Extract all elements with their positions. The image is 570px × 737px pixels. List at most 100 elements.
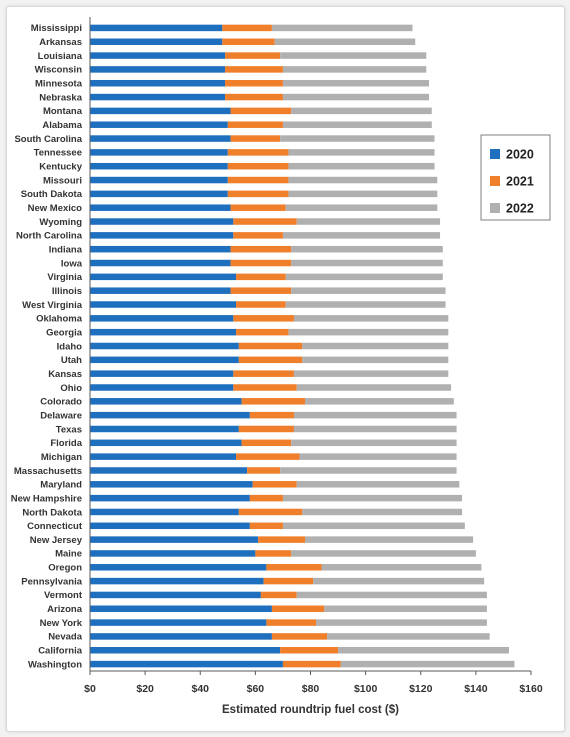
bar-washington-2020 <box>90 660 283 668</box>
category-label: North Dakota <box>22 507 82 518</box>
bar-ohio-2022 <box>296 384 452 391</box>
category-label: Arkansas <box>39 37 82 48</box>
bar-south-carolina-2020 <box>90 135 231 142</box>
bar-minnesota-2022 <box>282 79 430 87</box>
bar-mississippi-2020 <box>90 24 223 32</box>
bar-florida-2020 <box>90 439 242 447</box>
bar-tennessee-2021 <box>227 149 289 156</box>
bar-oklahoma-2020 <box>90 315 234 322</box>
category-label: West Virginia <box>22 300 83 311</box>
legend-swatch-2020 <box>490 149 500 159</box>
bar-montana-2022 <box>291 107 432 115</box>
bar-colorado-2020 <box>90 398 242 405</box>
legend-swatch-2021 <box>490 176 500 186</box>
bar-washington-2021 <box>282 660 341 668</box>
bar-missouri-2021 <box>227 176 289 184</box>
bar-iowa-2022 <box>291 259 443 267</box>
bar-arizona-2020 <box>90 605 272 613</box>
category-label: Tennessee <box>34 148 82 159</box>
bar-maine-2020 <box>90 550 256 557</box>
bar-new-jersey-2020 <box>90 536 259 543</box>
bar-south-dakota-2021 <box>227 190 289 198</box>
bar-west-virginia-2021 <box>236 301 286 308</box>
bar-kansas-2022 <box>293 370 449 377</box>
category-label: Oregon <box>48 563 82 574</box>
bar-pennsylvania-2022 <box>313 577 485 585</box>
bar-connecticut-2021 <box>249 522 283 530</box>
category-label: New Jersey <box>30 535 83 546</box>
category-label: Idaho <box>57 341 83 352</box>
bar-wisconsin-2020 <box>90 66 226 73</box>
category-label: New York <box>40 618 83 629</box>
category-label: South Carolina <box>14 134 82 145</box>
legend-swatch-2022 <box>490 203 500 213</box>
bar-iowa-2021 <box>230 259 292 267</box>
bar-alabama-2022 <box>282 121 432 128</box>
bar-connecticut-2022 <box>282 522 465 530</box>
bar-south-dakota-2020 <box>90 190 228 198</box>
bar-louisiana-2020 <box>90 52 226 59</box>
category-label: North Carolina <box>16 231 83 242</box>
bar-new-york-2022 <box>316 619 487 626</box>
legend-label: 2021 <box>506 175 534 189</box>
bar-oregon-2020 <box>90 564 267 571</box>
bar-new-jersey-2022 <box>304 536 474 543</box>
bar-minnesota-2020 <box>90 79 226 87</box>
x-tick-label: $40 <box>191 683 209 695</box>
x-tick-label: $60 <box>247 683 265 695</box>
bar-new-mexico-2020 <box>90 204 231 211</box>
category-label: Kansas <box>48 369 82 380</box>
legend-label: 2022 <box>506 202 534 216</box>
bar-south-carolina-2021 <box>230 135 281 142</box>
bar-alabama-2021 <box>227 121 283 128</box>
bar-oklahoma-2021 <box>233 315 294 322</box>
bar-louisiana-2022 <box>280 52 427 59</box>
bar-iowa-2020 <box>90 259 231 267</box>
bar-colorado-2022 <box>304 398 454 405</box>
category-label: Arizona <box>47 604 83 615</box>
bar-minnesota-2021 <box>225 79 283 87</box>
bar-north-carolina-2022 <box>282 232 441 239</box>
category-label: Wyoming <box>39 217 82 228</box>
bar-maine-2021 <box>255 550 292 557</box>
category-labels: Mississippi Arkansas Louisiana Wisconsin Min… <box>11 23 83 670</box>
x-tick-label: $20 <box>136 683 154 695</box>
category-label: South Dakota <box>21 189 83 200</box>
bar-new-hampshire-2021 <box>249 494 283 502</box>
category-label: Connecticut <box>27 521 83 532</box>
category-label: Georgia <box>46 327 83 338</box>
category-label: Wisconsin <box>35 65 83 76</box>
bar-vermont-2020 <box>90 591 261 599</box>
x-tick-label: $80 <box>302 683 320 695</box>
bar-georgia-2021 <box>236 328 289 336</box>
bar-texas-2021 <box>238 425 294 433</box>
bar-virginia-2020 <box>90 273 237 281</box>
bar-idaho-2020 <box>90 342 239 350</box>
bar-mississippi-2021 <box>222 24 272 32</box>
x-tick-label: $140 <box>464 683 488 695</box>
bar-west-virginia-2022 <box>285 301 446 308</box>
bar-north-dakota-2020 <box>90 508 239 516</box>
category-label: Maine <box>55 549 82 560</box>
category-label: Iowa <box>61 258 83 269</box>
bar-missouri-2020 <box>90 176 228 184</box>
category-label: New Hampshire <box>11 493 82 504</box>
bar-utah-2022 <box>302 356 449 364</box>
category-label: Colorado <box>40 397 82 408</box>
category-label: Ohio <box>60 383 82 394</box>
bar-wisconsin-2021 <box>225 66 283 73</box>
bar-connecticut-2020 <box>90 522 250 530</box>
bar-texas-2020 <box>90 425 239 433</box>
category-label: Massachusetts <box>14 466 82 477</box>
bar-arkansas-2020 <box>90 38 223 45</box>
bar-new-hampshire-2022 <box>282 494 463 502</box>
bar-california-2020 <box>90 647 281 654</box>
bar-nebraska-2022 <box>282 93 430 101</box>
bar-idaho-2022 <box>302 342 449 350</box>
category-label: Texas <box>56 424 82 435</box>
bar-michigan-2021 <box>236 453 300 460</box>
bars-layer <box>90 24 515 668</box>
category-label: Missouri <box>43 175 82 186</box>
bar-maryland-2022 <box>296 481 460 488</box>
bar-north-carolina-2021 <box>233 232 283 239</box>
